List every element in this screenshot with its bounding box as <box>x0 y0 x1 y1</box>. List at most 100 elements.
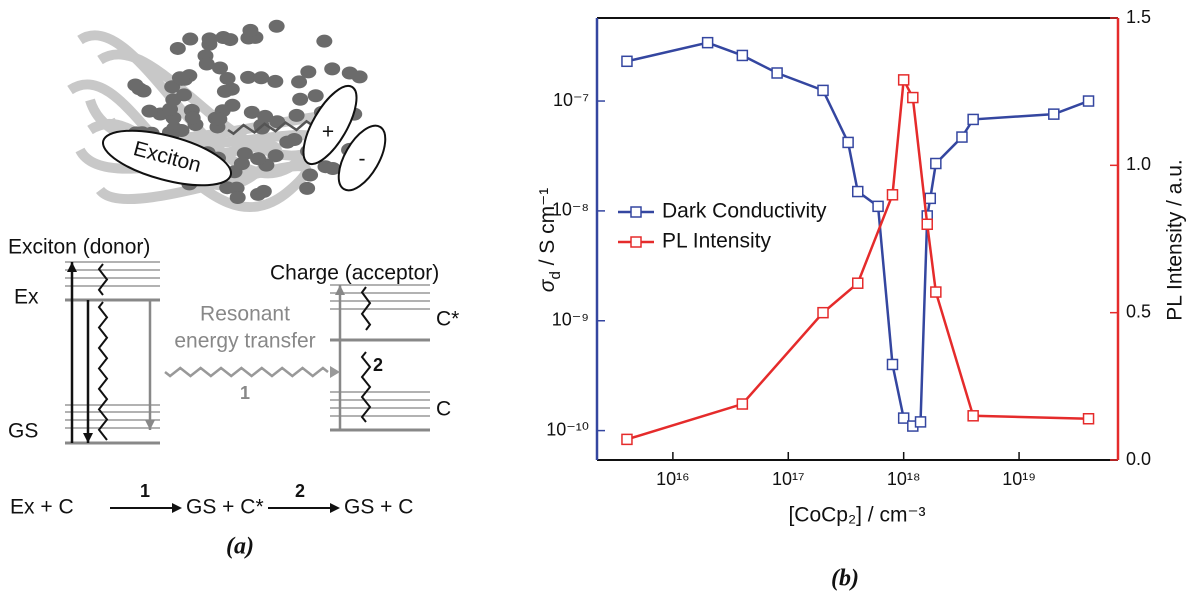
legend-marker <box>630 236 642 248</box>
data-point <box>852 277 864 289</box>
equation-term: Ex + C <box>10 496 74 519</box>
data-point <box>817 306 829 319</box>
particle <box>253 71 270 85</box>
wavy-line <box>227 119 313 136</box>
particle <box>250 152 267 166</box>
step-label: 2 <box>295 481 305 501</box>
ex-level-label: Ex <box>14 286 39 309</box>
particle <box>141 104 158 118</box>
wavy-line <box>360 351 372 423</box>
c-level-label: C <box>436 398 451 421</box>
particle <box>268 19 285 33</box>
energy-levels <box>65 261 430 445</box>
electron-ellipse <box>337 124 387 192</box>
particle <box>324 162 341 176</box>
particle <box>324 62 341 76</box>
particle <box>212 61 229 75</box>
particle <box>201 32 218 46</box>
particle <box>291 75 308 89</box>
particle <box>267 149 284 163</box>
particle <box>316 34 333 48</box>
step-label: 1 <box>140 481 150 501</box>
particle <box>216 84 233 98</box>
y2-axis-label: PL Intensity / a.u. <box>1164 159 1187 320</box>
data-point <box>897 74 910 86</box>
particle <box>288 108 305 122</box>
data-point <box>886 358 899 371</box>
data-point <box>817 84 829 97</box>
particle <box>171 71 188 85</box>
particle <box>292 92 309 106</box>
x-tick-label: 10¹⁸ <box>887 469 921 489</box>
data-point <box>967 410 979 422</box>
equation-term: GS + C* <box>186 496 264 519</box>
arrow-head <box>172 503 182 513</box>
particle <box>127 78 144 92</box>
particle <box>279 135 296 149</box>
particle <box>162 102 179 116</box>
y2-tick-label: 0.0 <box>1126 449 1151 469</box>
data-point <box>930 286 942 298</box>
arrow-head <box>83 433 93 443</box>
particle <box>255 184 272 198</box>
particle <box>242 23 259 37</box>
data-point <box>842 136 854 149</box>
step-label: 1 <box>240 383 250 403</box>
arrow-head <box>330 366 340 378</box>
transfer-label: energy transfer <box>174 330 315 353</box>
particle <box>211 112 228 126</box>
data-point <box>701 36 714 49</box>
particle <box>299 181 316 195</box>
y-tick-label: 10⁻⁹ <box>552 309 589 329</box>
data-point <box>897 412 910 424</box>
data-point <box>852 185 864 198</box>
exciton-ellipse <box>101 129 233 187</box>
y-label-symbol: σ <box>536 278 559 292</box>
data-point <box>967 113 979 126</box>
data-point <box>1048 108 1060 120</box>
data-point <box>1082 95 1095 107</box>
transfer-label: Resonant <box>200 303 290 326</box>
x-tick-label: 10¹⁷ <box>772 469 805 489</box>
cstar-level-label: C* <box>436 308 459 331</box>
particle <box>229 191 246 205</box>
gs-level-label: GS <box>8 420 38 443</box>
acceptor-title: Charge (acceptor) <box>270 262 439 285</box>
data-point <box>907 91 919 104</box>
data-point <box>924 192 937 205</box>
data-point <box>930 157 942 170</box>
wavy-line <box>97 263 109 296</box>
particle <box>169 41 186 55</box>
data-point <box>914 416 927 428</box>
x-tick-label: 10¹⁹ <box>1002 469 1036 489</box>
data-point <box>872 200 884 213</box>
y-tick-label: 10⁻¹⁰ <box>546 419 589 439</box>
data-point <box>771 67 783 79</box>
particle <box>267 74 284 88</box>
particle <box>228 181 245 195</box>
y-label-subscript: d <box>547 271 564 279</box>
hole-ellipse <box>302 84 358 166</box>
x-axis-label: [CoCp₂] / cm⁻³ <box>788 504 925 527</box>
data-point <box>886 189 899 201</box>
minus-label: - <box>359 148 366 171</box>
arrow-head <box>67 262 77 272</box>
arrow-head <box>330 503 340 513</box>
arrow-head <box>145 420 155 430</box>
legend-marker <box>630 206 642 218</box>
wavy-line <box>164 366 329 378</box>
particle <box>240 70 257 84</box>
x-tick-label: 10¹⁶ <box>656 469 689 489</box>
particle <box>236 147 253 161</box>
particle <box>182 32 199 46</box>
particle <box>300 65 317 79</box>
equation-term: GS + C <box>344 496 413 519</box>
donor-title: Exciton (donor) <box>8 236 150 259</box>
particle <box>173 123 190 137</box>
y2-tick-label: 1.0 <box>1126 154 1151 174</box>
y2-tick-label: 1.5 <box>1126 7 1151 27</box>
particle <box>243 105 260 119</box>
data-point <box>921 218 933 231</box>
caption: (a) <box>226 534 254 560</box>
